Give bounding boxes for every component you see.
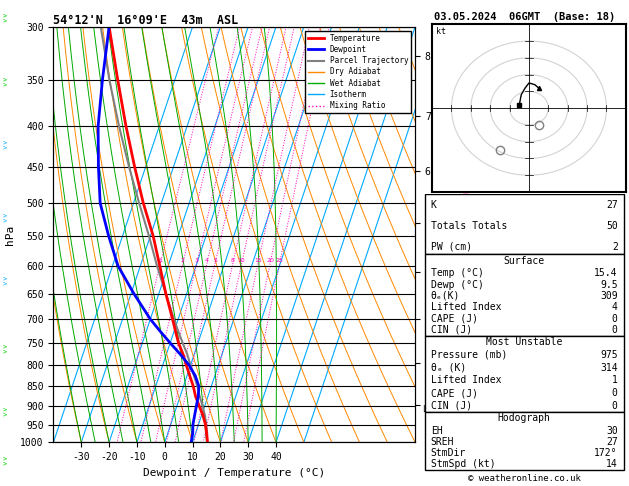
Text: >
>: > >	[3, 408, 8, 418]
Text: θₑ (K): θₑ (K)	[431, 363, 466, 373]
Text: 172°: 172°	[594, 448, 618, 458]
Text: θₑ(K): θₑ(K)	[431, 291, 460, 301]
Text: Surface: Surface	[504, 256, 545, 265]
Text: 5: 5	[213, 258, 217, 263]
Text: 4: 4	[612, 302, 618, 312]
Text: >
>: > >	[3, 140, 8, 151]
Text: 54°12'N  16°09'E  43m  ASL: 54°12'N 16°09'E 43m ASL	[53, 14, 239, 27]
Text: 15: 15	[254, 258, 262, 263]
Text: 314: 314	[600, 363, 618, 373]
Text: CAPE (J): CAPE (J)	[431, 388, 478, 398]
Text: 8: 8	[231, 258, 235, 263]
Text: 0: 0	[612, 325, 618, 335]
Y-axis label: hPa: hPa	[4, 225, 14, 244]
Text: StmSpd (kt): StmSpd (kt)	[431, 459, 496, 469]
Y-axis label: km
ASL: km ASL	[433, 226, 455, 243]
Text: CAPE (J): CAPE (J)	[431, 313, 478, 324]
Text: 1: 1	[612, 375, 618, 385]
Text: 2: 2	[181, 258, 185, 263]
Text: Pressure (mb): Pressure (mb)	[431, 350, 507, 360]
Text: LCL: LCL	[422, 405, 437, 414]
Text: 3: 3	[195, 258, 199, 263]
Text: 03.05.2024  06GMT  (Base: 18): 03.05.2024 06GMT (Base: 18)	[433, 12, 615, 22]
Bar	[425, 254, 624, 336]
Bar	[425, 412, 624, 470]
Text: 14: 14	[606, 459, 618, 469]
Text: 20: 20	[266, 258, 274, 263]
Text: 10: 10	[238, 258, 245, 263]
Text: Hodograph: Hodograph	[498, 413, 551, 423]
Text: Lifted Index: Lifted Index	[431, 375, 501, 385]
Text: 27: 27	[606, 437, 618, 447]
Text: 0: 0	[612, 388, 618, 398]
Bar	[425, 194, 624, 254]
Text: >
>: > >	[3, 213, 8, 224]
Text: EH: EH	[431, 426, 443, 435]
Text: CIN (J): CIN (J)	[431, 401, 472, 411]
Text: 0: 0	[612, 313, 618, 324]
Text: 4: 4	[205, 258, 209, 263]
Text: >
>: > >	[3, 14, 8, 25]
Text: K: K	[431, 200, 437, 209]
Text: 975: 975	[600, 350, 618, 360]
Text: >
>: > >	[3, 345, 8, 355]
Text: StmDir: StmDir	[431, 448, 466, 458]
Text: PW (cm): PW (cm)	[431, 242, 472, 252]
Text: 2: 2	[612, 242, 618, 252]
Bar	[425, 336, 624, 412]
Text: >
>: > >	[3, 456, 8, 467]
Text: 309: 309	[600, 291, 618, 301]
Text: CIN (J): CIN (J)	[431, 325, 472, 335]
Text: 25: 25	[276, 258, 284, 263]
Text: Mixing Ratio (g/kg): Mixing Ratio (g/kg)	[462, 187, 471, 282]
Text: Temp (°C): Temp (°C)	[431, 268, 484, 278]
Text: 15.4: 15.4	[594, 268, 618, 278]
Text: SREH: SREH	[431, 437, 454, 447]
Text: 50: 50	[606, 221, 618, 231]
Text: Lifted Index: Lifted Index	[431, 302, 501, 312]
Text: 30: 30	[606, 426, 618, 435]
Text: Most Unstable: Most Unstable	[486, 337, 562, 347]
Text: >
>: > >	[3, 277, 8, 287]
Text: >
>: > >	[3, 77, 8, 88]
Text: 1: 1	[159, 258, 162, 263]
Text: Totals Totals: Totals Totals	[431, 221, 507, 231]
Text: kt: kt	[436, 27, 446, 36]
Legend: Temperature, Dewpoint, Parcel Trajectory, Dry Adiabat, Wet Adiabat, Isotherm, Mi: Temperature, Dewpoint, Parcel Trajectory…	[305, 31, 411, 113]
Text: Dewp (°C): Dewp (°C)	[431, 279, 484, 290]
Text: © weatheronline.co.uk: © weatheronline.co.uk	[468, 474, 581, 483]
Text: 27: 27	[606, 200, 618, 209]
Text: 0: 0	[612, 401, 618, 411]
Text: 9.5: 9.5	[600, 279, 618, 290]
X-axis label: Dewpoint / Temperature (°C): Dewpoint / Temperature (°C)	[143, 468, 325, 478]
